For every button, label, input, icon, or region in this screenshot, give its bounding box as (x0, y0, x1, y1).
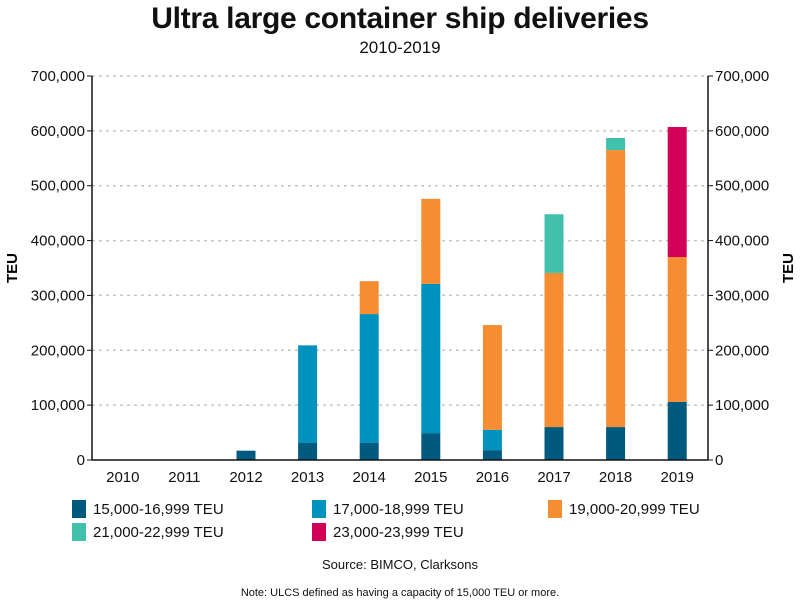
x-tick-label: 2012 (229, 469, 262, 486)
y-tick-label-right: 100,000 (715, 397, 769, 414)
legend-swatch (72, 500, 86, 518)
bar-segment (359, 442, 379, 460)
y-tick-label-left: 300,000 (31, 287, 85, 304)
legend-swatch (312, 523, 326, 541)
x-tick-label: 2011 (168, 469, 200, 486)
source-text: Source: BIMCO, Clarksons (321, 557, 479, 572)
bar-segment (236, 450, 256, 460)
bar-segment (359, 314, 379, 443)
bar-segment (298, 345, 318, 443)
x-tick-label: 2014 (353, 469, 386, 486)
bar-segment (359, 281, 379, 315)
y-tick-label-right: 200,000 (715, 342, 769, 359)
bar-segment (482, 325, 502, 430)
y-tick-label-right: 500,000 (715, 178, 769, 195)
legend-swatch (548, 500, 562, 518)
x-tick-label: 2010 (106, 469, 139, 486)
note-text: Note: ULCS defined as having a capacity … (240, 587, 560, 599)
y-tick-label-right: 600,000 (715, 123, 769, 140)
y-axis-left-ticks: 0 100,000 200,000 300,000 400,000 500,000 600,… (31, 68, 92, 469)
x-tick-label: 2018 (599, 469, 632, 486)
y-tick-label-right: 300,000 (715, 287, 769, 304)
legend-label: 15,000-16,999 TEU (93, 500, 224, 518)
y-tick-label-left: 600,000 (31, 123, 85, 140)
bar-segment (606, 137, 626, 151)
bar-segment (544, 214, 564, 273)
legend-item: 23,000-23,999 TEU (312, 523, 464, 541)
bar-segment (482, 450, 502, 460)
bar-segment (667, 401, 687, 460)
bar-segment (421, 283, 441, 434)
y-tick-label-left: 500,000 (31, 178, 85, 195)
bar-segment (298, 442, 318, 460)
y-tick-label-left: 200,000 (31, 342, 85, 359)
bar-segment (421, 433, 441, 460)
x-tick-label: 2019 (661, 469, 694, 486)
y-tick-label-left: 400,000 (31, 233, 85, 250)
gridlines (92, 75, 708, 406)
x-tick-label: 2015 (414, 469, 447, 486)
y-tick-label-left: 100,000 (31, 397, 85, 414)
x-tick-label: 2017 (537, 469, 570, 486)
legend-item: 19,000-20,999 TEU (548, 500, 700, 518)
chart-subtitle: 2010-2019 (359, 38, 441, 57)
legend-swatch (312, 500, 326, 518)
legend-label: 19,000-20,999 TEU (569, 500, 700, 518)
bar-segment (482, 429, 502, 451)
bars (236, 127, 687, 460)
chart-title: Ultra large container ship deliveries (151, 2, 649, 35)
legend-swatch (72, 523, 86, 541)
bar-segment (544, 272, 564, 428)
x-tick-label: 2013 (291, 469, 324, 486)
y-axis-right-ticks: 0 100,000 200,000 300,000 400,000 500,000 600,… (708, 68, 769, 469)
bar-segment (667, 127, 687, 258)
y-tick-label-right: 700,000 (715, 68, 769, 85)
y-axis-label-left: TEU (4, 253, 21, 283)
y-tick-label-left: 700,000 (31, 68, 85, 85)
bar-segment (421, 198, 441, 284)
y-tick-label-right: 400,000 (715, 233, 769, 250)
bar-segment (544, 427, 564, 460)
x-axis-ticks: 2010 2011 2012 2013 2014 2015 2016 2017 2018 2019 (106, 469, 694, 486)
x-tick-label: 2016 (476, 469, 509, 486)
legend-label: 23,000-23,999 TEU (333, 523, 464, 541)
bar-segment (606, 427, 626, 460)
legend-label: 21,000-22,999 TEU (93, 523, 224, 541)
legend-item: 21,000-22,999 TEU (72, 523, 224, 541)
y-axis-label-right: TEU (780, 253, 797, 283)
axes (91, 76, 709, 461)
legend-label: 17,000-18,999 TEU (333, 500, 464, 518)
y-tick-label-right: 0 (715, 452, 723, 469)
legend-item: 17,000-18,999 TEU (312, 500, 464, 518)
legend-item: 15,000-16,999 TEU (72, 500, 224, 518)
bar-segment (606, 150, 626, 428)
bar-segment (667, 257, 687, 402)
y-tick-label-left: 0 (77, 452, 85, 469)
